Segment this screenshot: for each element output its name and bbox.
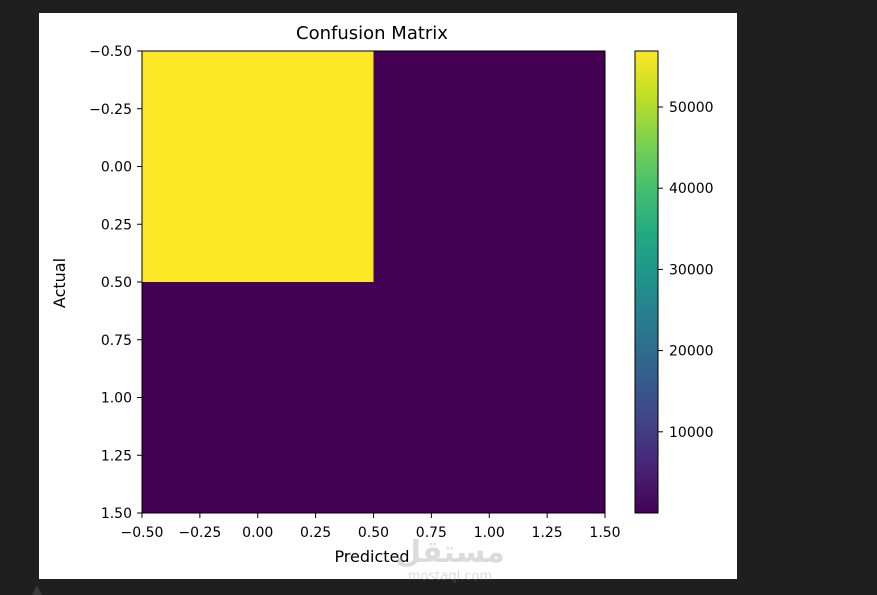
heatmap-cell [142,51,374,282]
y-axis-label: Actual [50,258,69,308]
y-tick-label: 0.75 [101,333,132,349]
corner-marker-icon [32,585,42,595]
x-axis-ticks: −0.50 −0.25 0.00 0.25 0.50 0.75 1.00 1.25 1.50 [121,513,621,541]
colorbar-tick-label: 30000 [669,262,714,278]
colorbar-ticks: 10000 20000 30000 40000 50000 [658,100,714,441]
heatmap-cell [373,282,605,513]
heatmap-cell [373,51,605,282]
x-tick-label: 1.00 [474,525,505,541]
colorbar-tick-label: 10000 [669,425,714,441]
watermark-domain: mostaql.com [408,569,492,584]
y-tick-label: 0.00 [101,160,132,176]
y-tick-label: 0.25 [101,217,132,233]
x-axis-label: Predicted [334,547,409,566]
y-tick-label: 1.50 [101,506,132,522]
y-tick-label: 1.25 [101,448,132,464]
x-tick-label: 1.50 [589,525,620,541]
heatmap-cell [142,282,374,513]
colorbar-tick-label: 20000 [669,344,714,360]
y-tick-label: 0.50 [101,275,132,291]
x-tick-label: 0.00 [242,525,273,541]
chart-title: Confusion Matrix [296,23,448,44]
top-bar [0,0,877,12]
y-tick-label: 1.00 [101,391,132,407]
y-axis-ticks: −0.50 −0.25 0.00 0.25 0.50 0.75 1.00 1.25 1.50 [89,44,142,522]
x-tick-label: 0.75 [416,525,447,541]
colorbar-tick-label: 40000 [669,181,714,197]
colorbar [634,50,659,514]
x-tick-label: 1.25 [532,525,563,541]
watermark-logo: مستقل [395,535,505,570]
x-tick-label: 0.25 [300,525,331,541]
heatmap-cells [142,51,605,513]
colorbar-tick-label: 50000 [669,100,714,116]
x-tick-label: −0.25 [178,525,221,541]
x-tick-label: −0.50 [121,525,164,541]
x-tick-label: 0.50 [358,525,389,541]
watermark: مستقل mostaql.com [395,535,505,584]
y-tick-label: −0.25 [89,102,132,118]
y-tick-label: −0.50 [89,44,132,60]
